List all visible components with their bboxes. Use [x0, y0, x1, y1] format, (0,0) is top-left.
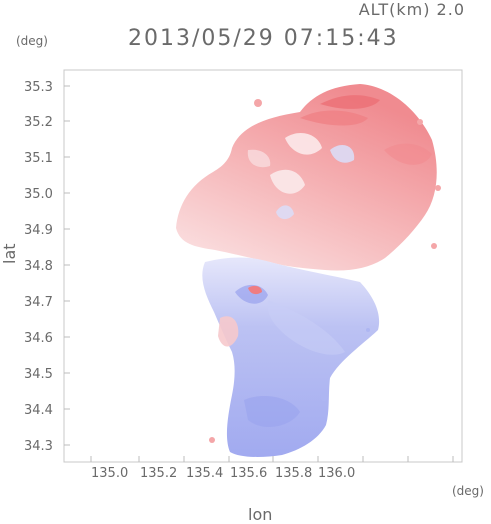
plot-frame [63, 69, 463, 463]
x-tick-label: 135.4 [186, 466, 223, 481]
x-axis-label: lon [248, 505, 273, 524]
echo-away-region [176, 84, 441, 271]
y-tick-labels: 35.3 35.2 35.1 35.0 34.9 34.8 34.7 34.6 … [24, 80, 53, 454]
echo-toward-region [202, 257, 380, 457]
x-tick-label: 135.0 [91, 466, 128, 481]
y-tick-label: 35.1 [24, 151, 53, 166]
altitude-label: ALT(km) 2.0 [358, 0, 465, 19]
x-tick-labels: 135.0 135.2 135.4 135.6 135.8 136.0 [91, 466, 355, 481]
y-tick-label: 34.3 [24, 439, 53, 454]
x-tick-label: 135.8 [275, 466, 312, 481]
y-tick-label: 34.4 [24, 403, 53, 418]
y-tick-label: 35.0 [24, 187, 53, 202]
x-tick-label: 136.0 [318, 466, 355, 481]
y-tick-label: 34.5 [24, 367, 53, 382]
y-tick-label: 35.2 [24, 115, 53, 130]
y-tick-label: 34.6 [24, 331, 53, 346]
y-tick-label: 35.3 [24, 80, 53, 95]
timestamp-title: 2013/05/29 07:15:43 [128, 26, 399, 51]
y-tick-label: 34.9 [24, 223, 53, 238]
x-tick-label: 135.6 [230, 466, 267, 481]
y-tick-label: 34.7 [24, 295, 53, 310]
axis-ticks [64, 85, 454, 462]
x-unit-label: (deg) [452, 484, 484, 498]
y-unit-label: (deg) [16, 34, 48, 48]
x-tick-label: 135.2 [140, 466, 177, 481]
y-tick-label: 34.8 [24, 259, 53, 274]
